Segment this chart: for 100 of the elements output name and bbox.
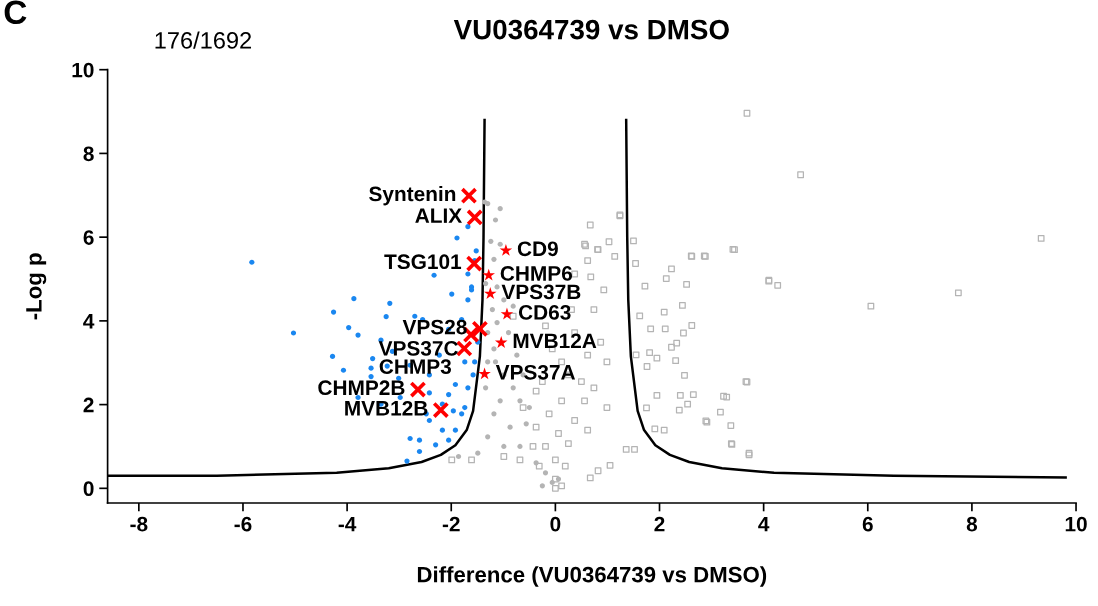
point [455, 453, 462, 460]
point [484, 287, 497, 299]
point [432, 401, 450, 419]
point [542, 470, 549, 476]
data-label: VPS37A [495, 364, 576, 380]
point [465, 297, 471, 303]
point [470, 372, 476, 378]
point [501, 443, 507, 450]
data-label: MVB12B [345, 400, 428, 416]
point [465, 271, 471, 277]
point [452, 381, 459, 388]
point [346, 324, 352, 331]
data-label: CHMP3 [379, 359, 452, 375]
point [507, 424, 513, 430]
point [485, 434, 491, 440]
x-tick-label: 4 [758, 516, 770, 532]
point [460, 187, 478, 205]
point [491, 411, 497, 417]
point [485, 359, 491, 365]
point [549, 479, 555, 486]
point [488, 238, 494, 244]
point [426, 390, 432, 396]
point [409, 381, 427, 398]
point [466, 209, 484, 226]
data-label: CHMP2B [318, 380, 405, 396]
y-tick-label: 0 [83, 481, 94, 497]
point [514, 352, 520, 358]
point [465, 385, 471, 391]
point [446, 391, 452, 398]
point [329, 353, 336, 360]
point [555, 476, 562, 482]
point [431, 272, 437, 278]
x-tick-label: -6 [234, 516, 252, 532]
point [491, 256, 497, 262]
x-axis-title: Difference (VU0364739 vs DMSO) [417, 566, 767, 587]
x-tick-label: 0 [550, 516, 561, 532]
point [249, 259, 255, 265]
point [499, 243, 513, 256]
point [475, 450, 481, 456]
point [473, 248, 479, 254]
point [404, 458, 410, 464]
point [492, 217, 499, 223]
point [491, 346, 497, 352]
point [539, 483, 545, 489]
point [494, 284, 500, 290]
point [351, 296, 357, 302]
data-label: TSG101 [384, 254, 462, 270]
point [465, 224, 471, 230]
point [483, 281, 489, 287]
point [483, 385, 489, 391]
x-tick-label: 8 [966, 516, 978, 532]
point [497, 241, 503, 247]
y-axis-title: -Log p [26, 253, 47, 320]
point [510, 303, 516, 309]
text: C [4, 0, 27, 25]
text: 176/1692 [155, 31, 252, 49]
point [454, 235, 460, 241]
point [533, 460, 539, 466]
point [500, 307, 514, 320]
point [433, 442, 439, 448]
point [446, 437, 452, 443]
x-tick-label: -2 [442, 516, 460, 532]
point [340, 367, 347, 373]
y-tick-label: 8 [83, 146, 94, 162]
point [472, 359, 478, 365]
x-tick-label: 2 [654, 516, 665, 532]
point [416, 437, 423, 443]
y-tick-label: 10 [72, 62, 94, 78]
point [459, 411, 465, 417]
point [449, 291, 455, 297]
point [462, 404, 468, 411]
point [482, 268, 495, 281]
point [526, 404, 532, 411]
data-label: VPS28 [402, 319, 467, 335]
data-label: CD63 [518, 305, 571, 320]
point [383, 314, 389, 320]
point [523, 421, 529, 427]
point [416, 448, 423, 455]
point [517, 443, 523, 450]
data-label: VPS37C [378, 341, 458, 356]
x-tick-label: 6 [862, 516, 873, 532]
point [492, 359, 499, 365]
y-tick-label: 2 [83, 397, 94, 413]
point [497, 206, 503, 212]
data-label: ALIX [415, 208, 462, 223]
point [452, 427, 459, 433]
point [368, 373, 374, 380]
point [450, 408, 456, 414]
point [426, 417, 432, 424]
chart-title: VU0364739 vs DMSO [453, 19, 729, 40]
data-label: CHMP6 [500, 266, 573, 281]
point [439, 427, 445, 433]
y-tick-label: 4 [83, 314, 95, 329]
point [478, 367, 491, 380]
line-series [624, 118, 1067, 479]
x-tick-label: 10 [1065, 516, 1087, 532]
point [370, 355, 376, 362]
point [489, 306, 495, 313]
point [462, 359, 468, 365]
x-tick-label: -4 [338, 516, 357, 532]
